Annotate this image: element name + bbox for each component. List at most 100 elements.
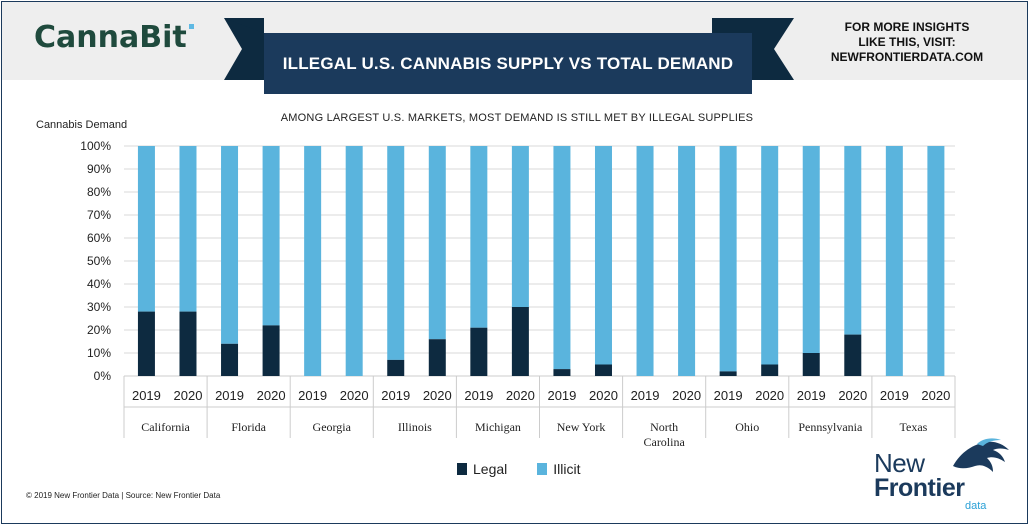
x-category-label: North [650, 420, 678, 434]
bar-illicit [179, 146, 197, 312]
y-tick-label: 90% [87, 162, 111, 176]
x-year-label: 2019 [132, 388, 161, 403]
legend-label-legal: Legal [473, 461, 508, 477]
bar-illicit [719, 146, 737, 372]
bar-illicit [927, 146, 945, 376]
x-year-label: 2019 [215, 388, 244, 403]
x-category-label: Illinois [398, 420, 432, 434]
title-banner: ILLEGAL U.S. CANNABIS SUPPLY VS TOTAL DE… [264, 33, 752, 94]
bar-illicit [885, 146, 903, 376]
y-tick-label: 50% [87, 254, 111, 268]
x-year-label: 2020 [589, 388, 618, 403]
x-year-label: 2019 [464, 388, 493, 403]
x-category-label: California [141, 420, 190, 434]
bar-illicit [387, 146, 405, 360]
x-category-label: Carolina [643, 435, 685, 449]
bar-illicit [511, 146, 529, 307]
x-category-label: Texas [900, 420, 928, 434]
legend: Legal Illicit [457, 461, 611, 477]
y-tick-label: 100% [80, 139, 111, 153]
bar-legal [511, 307, 529, 376]
new-frontier-logo: New Frontier data [864, 436, 1014, 516]
x-year-label: 2020 [755, 388, 784, 403]
bar-illicit [262, 146, 280, 326]
bar-illicit [221, 146, 239, 344]
bar-illicit [345, 146, 363, 376]
x-year-label: 2019 [714, 388, 743, 403]
legend-swatch-legal [457, 463, 467, 475]
x-category-label: Florida [231, 420, 266, 434]
x-year-label: 2019 [631, 388, 660, 403]
legend-swatch-illicit [537, 463, 548, 475]
bar-legal [594, 364, 612, 376]
bar-legal [428, 339, 446, 376]
x-year-label: 2019 [298, 388, 327, 403]
bar-illicit [761, 146, 779, 365]
logo-dot [188, 24, 194, 29]
x-category-label: Michigan [475, 420, 521, 434]
bar-illicit [594, 146, 612, 365]
bar-legal [470, 327, 488, 376]
insights-callout: FOR MORE INSIGHTS LIKE THIS, VISIT: NEWF… [792, 20, 1022, 65]
x-year-label: 2020 [174, 388, 203, 403]
y-tick-label: 40% [87, 277, 111, 291]
x-year-label: 2020 [423, 388, 452, 403]
y-tick-label: 20% [87, 323, 111, 337]
x-year-label: 2020 [672, 388, 701, 403]
bar-illicit [844, 146, 862, 335]
bar-legal [387, 359, 405, 376]
brand-frontier: Frontier [874, 474, 965, 502]
y-tick-label: 80% [87, 185, 111, 199]
legend-item-illicit: Illicit [537, 461, 581, 477]
bar-legal [844, 334, 862, 376]
bar-illicit [304, 146, 322, 376]
bar-illicit [553, 146, 571, 370]
horse-icon [953, 438, 1009, 472]
bar-legal [137, 311, 155, 376]
bar-illicit [137, 146, 155, 312]
chart-title: ILLEGAL U.S. CANNABIS SUPPLY VS TOTAL DE… [282, 53, 734, 73]
insights-url: NEWFRONTIERDATA.COM [830, 50, 984, 64]
bar-legal [719, 371, 737, 376]
y-tick-label: 60% [87, 231, 111, 245]
x-year-label: 2020 [340, 388, 369, 403]
bar-legal [262, 325, 280, 376]
x-year-label: 2020 [838, 388, 867, 403]
x-year-label: 2019 [797, 388, 826, 403]
insights-line-2: LIKE THIS, VISIT: [858, 35, 956, 49]
legend-item-legal: Legal [457, 461, 507, 477]
y-tick-label: 0% [94, 369, 112, 383]
bar-legal [761, 364, 779, 376]
x-year-label: 2019 [547, 388, 576, 403]
y-tick-label: 70% [87, 208, 111, 222]
x-year-label: 2019 [381, 388, 410, 403]
bar-illicit [678, 146, 696, 376]
x-category-label: Georgia [313, 420, 352, 434]
y-axis-label: Cannabis Demand [36, 119, 128, 131]
insights-line-1: FOR MORE INSIGHTS [844, 20, 970, 34]
bar-legal [179, 311, 197, 376]
bar-legal [802, 353, 820, 376]
chart-subtitle: AMONG LARGEST U.S. MARKETS, MOST DEMAND … [280, 112, 754, 124]
y-tick-label: 30% [87, 300, 111, 314]
x-year-label: 2020 [921, 388, 950, 403]
brand-new: New [874, 448, 925, 478]
title-ribbon-tails [224, 18, 794, 80]
bar-legal [221, 343, 239, 376]
bar-illicit [802, 146, 820, 353]
copyright-footer: © 2019 New Frontier Data | Source: New F… [26, 491, 221, 500]
stacked-bar-chart: 0% 10% 20% 30% 40% 50% 60% 70% 80% 90% 100% 2019 202… [80, 139, 956, 449]
x-year-label: 2020 [257, 388, 286, 403]
x-category-label: New York [557, 420, 606, 434]
x-year-label: 2020 [506, 388, 535, 403]
brand-data: data [965, 500, 987, 512]
y-tick-label: 10% [87, 346, 111, 360]
cannabit-logo: CannaBit [34, 20, 194, 55]
x-year-label: 2019 [880, 388, 909, 403]
bar-illicit [428, 146, 446, 340]
x-category-label: Ohio [735, 420, 759, 434]
x-category-label: Pennsylvania [798, 420, 863, 434]
bar-legal [553, 369, 571, 376]
legend-label-illicit: Illicit [553, 461, 581, 477]
